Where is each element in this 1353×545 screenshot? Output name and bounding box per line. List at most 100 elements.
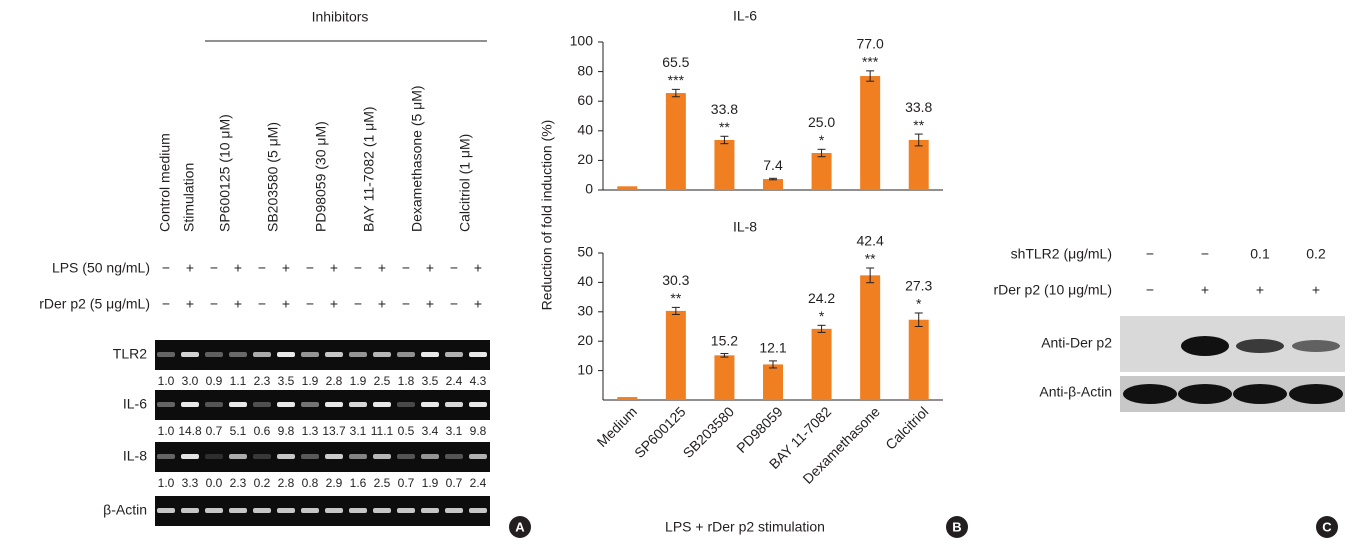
- gel-band: [397, 454, 415, 459]
- bar: [714, 355, 734, 400]
- gel-band: [445, 508, 463, 513]
- bar: [909, 320, 929, 400]
- blot-band: [1236, 339, 1284, 353]
- panel-letter: A: [515, 519, 525, 534]
- gel-band: [421, 402, 439, 407]
- gel-band: [181, 402, 199, 407]
- gel-label: β-Actin: [103, 502, 147, 518]
- band-value: 3.4: [422, 424, 439, 438]
- y-tick-label: 100: [570, 33, 594, 49]
- x-tick-label: Calcitriol: [882, 403, 931, 452]
- treatment-mark: −: [1146, 282, 1154, 298]
- band-value: 2.5: [374, 476, 391, 490]
- lane-label: Control medium: [157, 133, 173, 232]
- gel-label: IL-8: [123, 448, 147, 464]
- gel-band: [157, 508, 175, 513]
- treatment-mark: +: [426, 260, 434, 276]
- page: InhibitorsControl mediumStimulationSP600…: [0, 0, 1353, 545]
- treatment-mark: −: [402, 260, 410, 276]
- treatment-mark: −: [258, 260, 266, 276]
- band-value: 3.5: [422, 374, 439, 388]
- bar: [763, 179, 783, 190]
- significance: **: [670, 290, 681, 306]
- treatment-mark: −: [258, 296, 266, 312]
- band-value: 2.5: [374, 374, 391, 388]
- treatment-mark: +: [1201, 282, 1209, 298]
- treatment-mark: −: [450, 260, 458, 276]
- value-label: 30.3: [662, 272, 689, 288]
- panel-letter: B: [952, 519, 961, 534]
- band-value: 1.9: [302, 374, 319, 388]
- gel-band: [301, 454, 319, 459]
- blot-band: [1289, 384, 1343, 404]
- band-value: 0.7: [446, 476, 463, 490]
- band-value: 0.7: [206, 424, 223, 438]
- treatment-mark: −: [306, 260, 314, 276]
- treatment-label: rDer p2 (5 μg/mL): [39, 296, 150, 312]
- gel-band: [349, 454, 367, 459]
- blot-band: [1233, 384, 1287, 404]
- band-value: 1.8: [398, 374, 415, 388]
- band-value: 2.8: [326, 374, 343, 388]
- band-value: 3.1: [350, 424, 367, 438]
- x-tick-label: Medium: [594, 403, 641, 450]
- gel-band: [253, 402, 271, 407]
- gel-band: [397, 402, 415, 407]
- lane-label: PD98059 (30 μM): [313, 121, 329, 232]
- chart-title: IL-6: [733, 8, 757, 24]
- y-tick-label: 80: [577, 62, 593, 78]
- gel-band: [205, 508, 223, 513]
- bar: [617, 186, 637, 190]
- treatment-mark: +: [330, 296, 338, 312]
- band-value: 4.3: [470, 374, 487, 388]
- bar: [812, 153, 832, 190]
- band-value: 1.6: [350, 476, 367, 490]
- value-label: 7.4: [763, 157, 783, 173]
- band-value: 0.2: [254, 476, 271, 490]
- value-label: 77.0: [857, 36, 884, 52]
- band-value: 0.7: [398, 476, 415, 490]
- treatment-mark: −: [1146, 246, 1154, 262]
- treatment-mark: +: [282, 296, 290, 312]
- blot-band: [1181, 336, 1229, 356]
- gel-band: [253, 352, 271, 357]
- bar: [763, 364, 783, 400]
- gel-band: [277, 352, 295, 357]
- band-value: 11.1: [371, 424, 394, 438]
- band-value: 0.6: [254, 424, 271, 438]
- gel-band: [469, 402, 487, 407]
- treatment-mark: −: [450, 296, 458, 312]
- gel-band: [253, 508, 271, 513]
- band-value: 0.9: [206, 374, 223, 388]
- gel-band: [373, 508, 391, 513]
- gel-band: [469, 508, 487, 513]
- bar: [666, 311, 686, 400]
- gel-band: [349, 508, 367, 513]
- bar: [666, 93, 686, 190]
- treatment-mark: +: [1256, 282, 1264, 298]
- gel-band: [181, 454, 199, 459]
- inhibitors-label: Inhibitors: [312, 9, 369, 25]
- treatment-mark: −: [306, 296, 314, 312]
- band-value: 1.0: [158, 424, 175, 438]
- band-value: 13.7: [322, 424, 346, 438]
- significance: **: [865, 251, 876, 267]
- treatment-mark: +: [378, 296, 386, 312]
- band-value: 2.4: [470, 476, 487, 490]
- y-tick-label: 20: [577, 151, 593, 167]
- blot-band: [1292, 340, 1340, 352]
- significance: *: [916, 296, 922, 312]
- gel-band: [205, 402, 223, 407]
- band-value: 5.1: [230, 424, 247, 438]
- chart-title: IL-8: [733, 219, 757, 235]
- gel-band: [469, 352, 487, 357]
- gel-band: [157, 454, 175, 459]
- band-value: 14.8: [178, 424, 202, 438]
- y-tick-label: 50: [577, 244, 593, 260]
- significance: *: [819, 132, 825, 148]
- treatment-mark: +: [426, 296, 434, 312]
- treatment-mark: −: [1201, 246, 1209, 262]
- gel-band: [349, 402, 367, 407]
- band-value: 0.8: [302, 476, 319, 490]
- band-value: 2.3: [230, 476, 247, 490]
